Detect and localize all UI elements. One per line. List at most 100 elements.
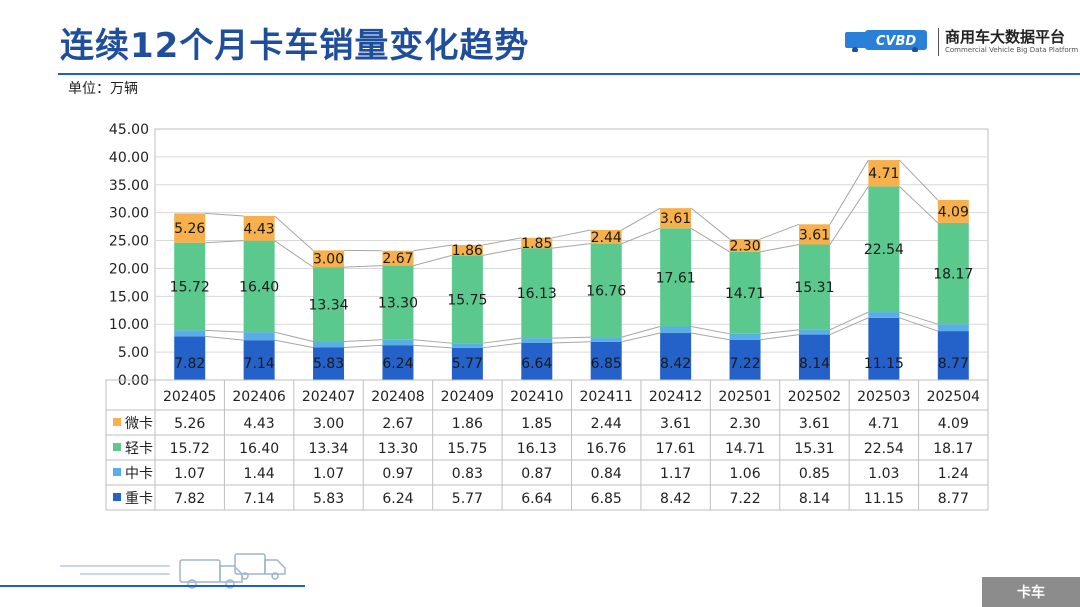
y-tick-label: 35.00 — [109, 178, 149, 194]
legend-key-重卡 — [113, 493, 121, 501]
bar-segment-轻卡 — [243, 240, 275, 333]
unit-label: 单位：万辆 — [68, 81, 138, 97]
table-cell: 5.83 — [313, 491, 344, 507]
y-tick-label: 10.00 — [109, 317, 149, 333]
series-connector — [829, 311, 869, 331]
data-label: 13.30 — [378, 296, 418, 312]
table-cell: 1.44 — [244, 466, 275, 482]
table-cell: 18.17 — [933, 441, 973, 457]
table-cell: 13.34 — [308, 441, 348, 457]
series-connector — [690, 227, 730, 253]
y-tick-label: 25.00 — [109, 234, 149, 250]
bar-segment-中卡 — [660, 326, 692, 334]
table-cell: 17.61 — [656, 441, 696, 457]
bar-segment-微卡 — [313, 250, 345, 268]
series-connector — [760, 223, 800, 240]
table-cell: 6.64 — [521, 491, 552, 507]
table-cell: 16.40 — [239, 441, 279, 457]
data-label: 6.24 — [382, 356, 413, 372]
x-tick-label: 202407 — [302, 389, 355, 405]
y-tick-label: 20.00 — [109, 261, 149, 277]
bar-segment-重卡 — [521, 342, 553, 380]
series-connector — [413, 339, 452, 344]
x-tick-label: 202410 — [510, 389, 563, 405]
series-connector — [205, 212, 244, 217]
x-tick-label: 202503 — [857, 389, 910, 405]
series-connector — [552, 243, 591, 249]
bar-segment-轻卡 — [660, 228, 692, 327]
series-connector — [413, 254, 453, 267]
table-cell: 14.71 — [725, 441, 765, 457]
series-connector — [413, 344, 452, 349]
series-connector — [482, 237, 522, 246]
y-tick-label: 0.00 — [118, 373, 149, 389]
table-cell: 3.00 — [313, 416, 344, 432]
y-tick-label: 30.00 — [109, 206, 149, 222]
bar-segment-轻卡 — [868, 186, 900, 313]
bar-segment-中卡 — [451, 343, 483, 348]
bar-segment-轻卡 — [798, 244, 830, 330]
table-cell: 1.86 — [452, 416, 483, 432]
table-cell: 1.24 — [938, 466, 969, 482]
x-tick-label: 202409 — [441, 389, 494, 405]
series-connector — [899, 317, 938, 332]
data-label: 7.22 — [729, 356, 760, 372]
data-label: 2.44 — [591, 230, 622, 246]
bar-segment-重卡 — [382, 345, 414, 380]
series-connector — [482, 342, 522, 349]
table-cell: 15.75 — [447, 441, 487, 457]
table-cell: 0.85 — [799, 466, 830, 482]
table-cell: 15.72 — [170, 441, 210, 457]
title-underline — [58, 73, 1080, 75]
plot-area — [154, 128, 989, 381]
bar-segment-中卡 — [243, 332, 275, 341]
bar-segment-微卡 — [243, 215, 275, 241]
table-cell: 5.77 — [452, 491, 483, 507]
data-label: 3.61 — [660, 211, 691, 227]
bar-segment-重卡 — [243, 340, 275, 380]
bar-segment-轻卡 — [521, 248, 553, 339]
bar-segment-微卡 — [451, 244, 483, 256]
x-tick-label: 202504 — [927, 389, 981, 405]
table-cell: 1.17 — [660, 466, 691, 482]
series-connector — [413, 244, 452, 252]
footer-line — [0, 585, 305, 587]
data-label: 2.67 — [382, 251, 413, 267]
series-connector — [899, 159, 939, 201]
legend-key-轻卡 — [113, 443, 121, 451]
table-cell: 16.76 — [586, 441, 626, 457]
data-label: 16.76 — [586, 283, 626, 299]
bar-segment-轻卡 — [174, 242, 206, 331]
bar-segment-重卡 — [451, 347, 483, 380]
table-cell: 8.14 — [799, 491, 830, 507]
series-connector — [274, 331, 314, 342]
data-label: 13.34 — [308, 297, 348, 313]
bar-segment-轻卡 — [451, 255, 483, 344]
table-cell: 0.97 — [382, 466, 413, 482]
table-cell: 1.07 — [313, 466, 344, 482]
table-cell: 0.83 — [452, 466, 483, 482]
table-cell: 16.13 — [517, 441, 557, 457]
truck-fleet-icon — [60, 553, 286, 589]
legend-label: 重卡 — [125, 491, 153, 507]
bar-segment-微卡 — [382, 250, 414, 266]
series-connector — [621, 332, 661, 343]
legend-key-中卡 — [113, 468, 121, 476]
x-tick-label: 202411 — [579, 389, 632, 405]
series-connector — [829, 317, 869, 336]
series-connector — [482, 337, 522, 344]
table-cell: 7.14 — [244, 491, 275, 507]
table-cell: 15.31 — [794, 441, 834, 457]
x-tick-label: 202406 — [232, 389, 286, 405]
x-tick-label: 202405 — [163, 389, 216, 405]
y-tick-label: 45.00 — [109, 122, 149, 138]
data-label: 16.13 — [517, 286, 557, 302]
series-connector — [621, 326, 661, 338]
bar-segment-轻卡 — [937, 222, 969, 325]
bar-segment-中卡 — [382, 339, 414, 346]
data-label: 3.00 — [313, 252, 344, 268]
table-cell: 8.77 — [938, 491, 969, 507]
data-label: 8.77 — [938, 356, 969, 372]
table-cell: 2.44 — [591, 416, 622, 432]
